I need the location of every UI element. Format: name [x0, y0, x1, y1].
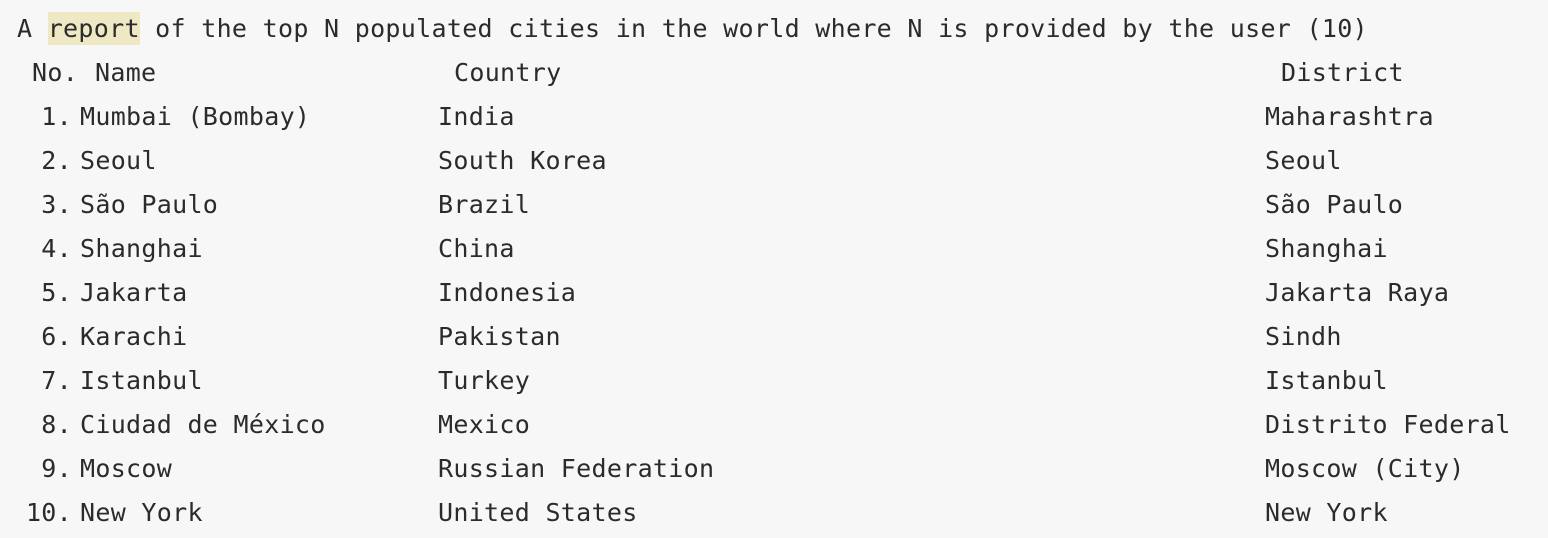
- row-no: 9.: [41, 454, 72, 483]
- title-highlight: report: [47, 12, 140, 45]
- table-row: 3. São Paulo Brazil São Paulo: [0, 183, 1548, 227]
- row-no: 3.: [41, 190, 72, 219]
- row-name: Moscow: [80, 454, 173, 483]
- row-name: Jakarta: [80, 278, 188, 307]
- row-district: Moscow (City): [1265, 454, 1465, 483]
- row-district: Jakarta Raya: [1265, 278, 1450, 307]
- row-name: Seoul: [80, 146, 157, 175]
- table-row: 5. Jakarta Indonesia Jakarta Raya: [0, 271, 1548, 315]
- row-no: 2.: [41, 146, 72, 175]
- row-district: São Paulo: [1265, 190, 1404, 219]
- row-no: 7.: [41, 366, 72, 395]
- row-no: 1.: [41, 102, 72, 131]
- table-row: 1. Mumbai (Bombay) India Maharashtra: [0, 95, 1548, 139]
- row-district: Sindh: [1265, 322, 1342, 351]
- row-country: Indonesia: [438, 278, 577, 307]
- row-district: Seoul: [1265, 146, 1342, 175]
- title-prefix: A: [17, 14, 48, 43]
- title-suffix: of the top N populated cities in the wor…: [139, 14, 1368, 43]
- table-row: 2. Seoul South Korea Seoul: [0, 139, 1548, 183]
- table-row: 10. New York United States New York: [0, 491, 1548, 535]
- row-name: Shanghai: [80, 234, 203, 263]
- row-country: China: [438, 234, 515, 263]
- row-country: United States: [438, 498, 638, 527]
- row-no: 8.: [41, 410, 72, 439]
- row-country: Turkey: [438, 366, 531, 395]
- row-country: South Korea: [438, 146, 607, 175]
- row-name: São Paulo: [80, 190, 219, 219]
- row-country: Brazil: [438, 190, 531, 219]
- row-country: India: [438, 102, 515, 131]
- header-district: District: [1281, 58, 1404, 87]
- row-name: Karachi: [80, 322, 188, 351]
- table-row: 7. Istanbul Turkey Istanbul: [0, 359, 1548, 403]
- row-name: Ciudad de México: [80, 410, 326, 439]
- row-no: 6.: [41, 322, 72, 351]
- table-row: 6. Karachi Pakistan Sindh: [0, 315, 1548, 359]
- table-row: 4. Shanghai China Shanghai: [0, 227, 1548, 271]
- row-district: New York: [1265, 498, 1388, 527]
- row-country: Pakistan: [438, 322, 561, 351]
- table-header: No. Name Country District: [0, 51, 1548, 95]
- row-no: 4.: [41, 234, 72, 263]
- row-country: Russian Federation: [438, 454, 715, 483]
- table-row: 9. Moscow Russian Federation Moscow (Cit…: [0, 447, 1548, 491]
- report-title: A report of the top N populated cities i…: [17, 7, 1368, 51]
- header-no: No.: [32, 58, 79, 87]
- row-name: Mumbai (Bombay): [80, 102, 311, 131]
- row-district: Shanghai: [1265, 234, 1388, 263]
- row-district: Istanbul: [1265, 366, 1388, 395]
- row-district: Maharashtra: [1265, 102, 1434, 131]
- row-no: 10.: [25, 498, 72, 527]
- table-row: 8. Ciudad de México Mexico Distrito Fede…: [0, 403, 1548, 447]
- row-name: New York: [80, 498, 203, 527]
- row-name: Istanbul: [80, 366, 203, 395]
- header-country: Country: [454, 58, 562, 87]
- row-country: Mexico: [438, 410, 531, 439]
- header-name: Name: [95, 58, 157, 87]
- row-district: Distrito Federal: [1265, 410, 1511, 439]
- row-no: 5.: [41, 278, 72, 307]
